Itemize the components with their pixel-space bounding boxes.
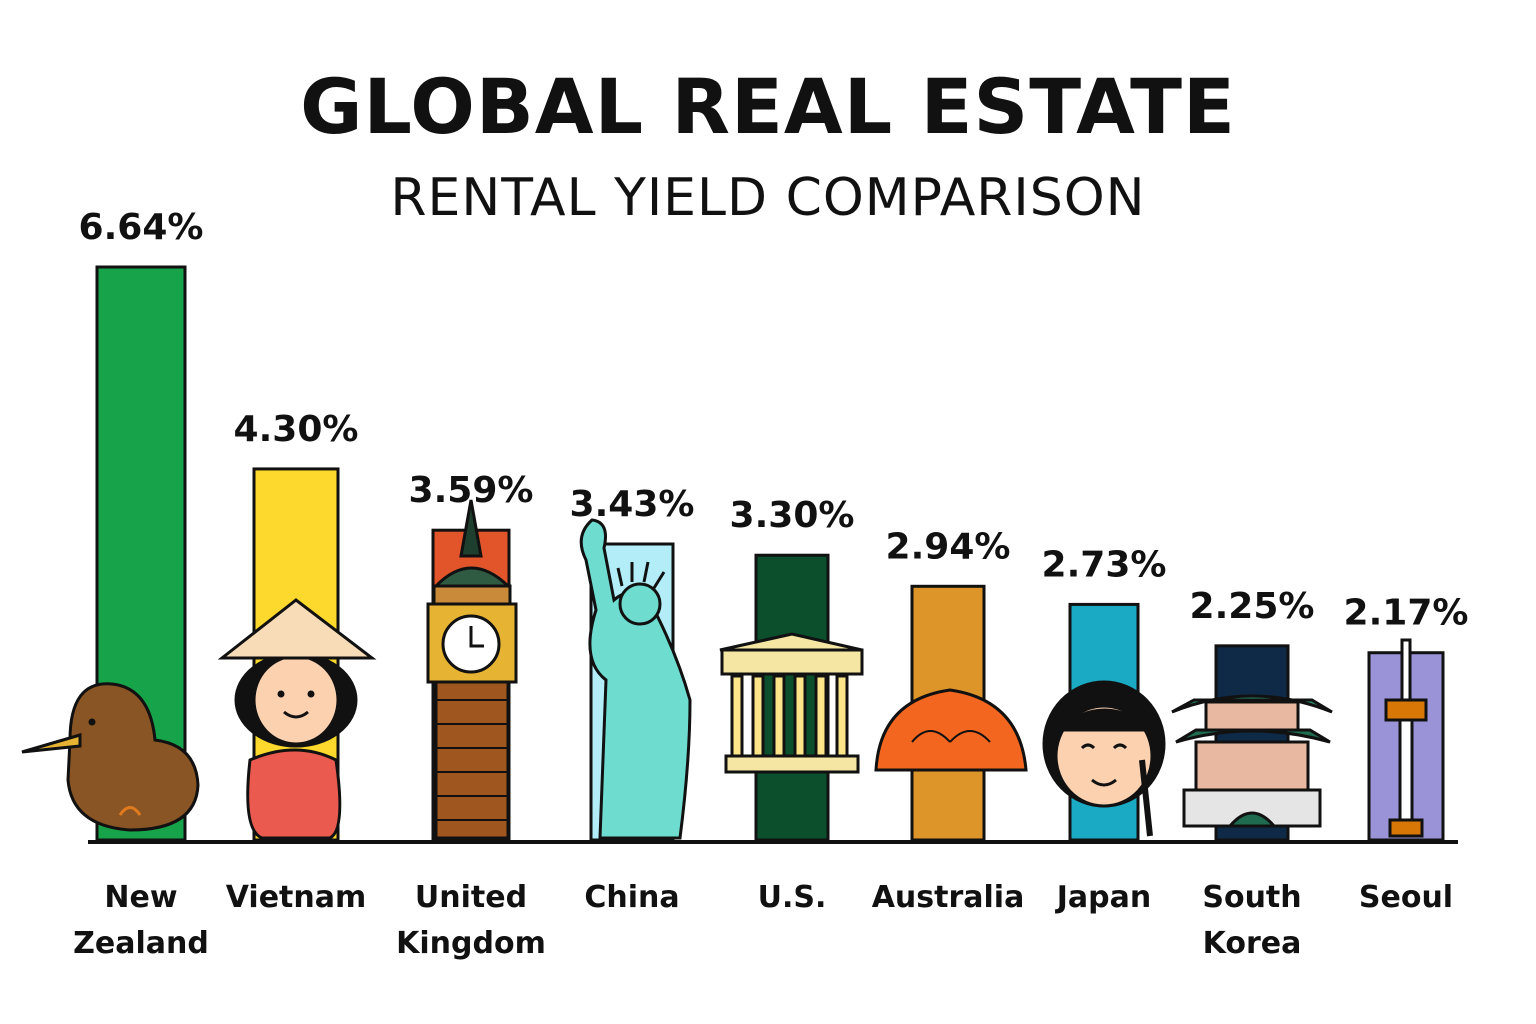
data-label: 3.43% <box>570 484 695 525</box>
category-label: New Zealand <box>73 880 209 961</box>
japanese-girl-icon <box>1042 680 1166 837</box>
data-label: 2.25% <box>1190 586 1315 627</box>
data-label: 4.30% <box>234 409 359 450</box>
kiwi-bird-icon <box>21 682 200 832</box>
seoul-tower-icon <box>1384 638 1428 838</box>
category-label: Vietnam <box>226 880 367 915</box>
data-label: 3.30% <box>730 495 855 536</box>
korean-palace-icon <box>1171 694 1333 828</box>
category-label: U.S. <box>758 880 827 915</box>
chart-subtitle: RENTAL YIELD COMPARISON <box>390 168 1146 228</box>
category-label: Seoul <box>1359 880 1453 915</box>
category-label: United Kingdom <box>396 880 546 961</box>
statue-of-liberty-icon <box>579 518 692 840</box>
vietnamese-girl-icon <box>217 598 377 840</box>
category-label: Australia <box>872 880 1025 915</box>
data-label: 3.59% <box>409 470 534 511</box>
columned-building-icon <box>719 632 864 774</box>
data-label: 6.64% <box>79 207 204 248</box>
category-label: South Korea <box>1202 880 1301 961</box>
category-label: China <box>584 880 679 915</box>
data-label: 2.73% <box>1042 544 1167 585</box>
data-label: 2.17% <box>1344 593 1469 634</box>
opera-house-icon <box>874 688 1028 772</box>
data-label: 2.94% <box>886 526 1011 567</box>
big-ben-icon <box>426 499 518 840</box>
category-label: Japan <box>1055 880 1151 915</box>
chart-title: GLOBAL REAL ESTATE <box>300 62 1236 151</box>
